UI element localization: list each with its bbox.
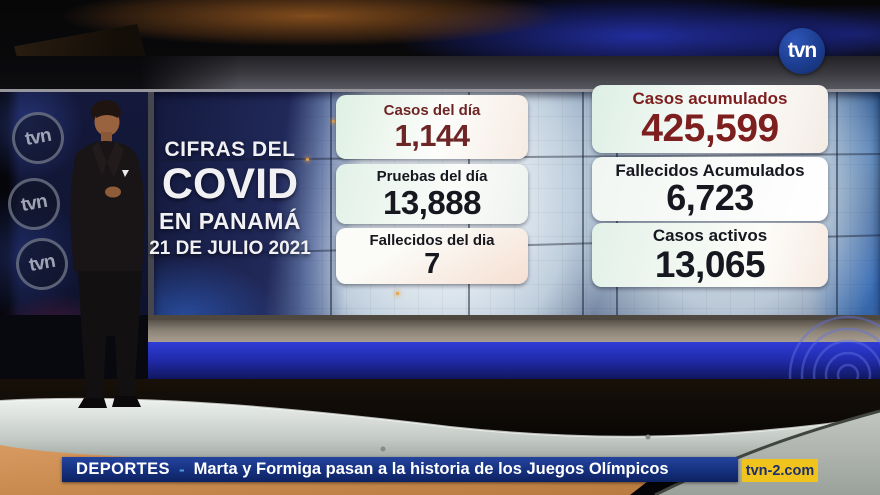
headline-date: 21 DE JULIO 2021 [149,238,311,259]
jacket-lapel [92,142,107,176]
stat-label: Pruebas del día [376,168,488,186]
screen-ledge [148,320,880,342]
watermark-label: tvn [19,190,49,217]
presenter-trousers [78,271,142,398]
stat-value: 13,888 [383,183,481,221]
panel-seam [330,92,332,318]
stat-value: 6,723 [666,177,754,219]
stat-value: 13,065 [654,243,766,285]
website-label: tvn-2.com [745,462,815,479]
screen-top-beam [0,56,880,92]
ticker-separator-icon: - [178,459,185,479]
led-strip [148,342,880,379]
desk-screw [380,446,386,452]
headline-line3: EN PANAMÁ [158,208,302,234]
stat-card-daily-deaths: Fallecidos del dia 7 [336,228,528,284]
watermark-label: tvn [23,124,53,151]
headline-line2: COVID [161,160,299,208]
stat-card-active-cases: Casos activos 13,065 [592,223,828,287]
stat-card-daily-tests: Pruebas del día 13,888 [336,164,528,224]
presenter-shoe [78,398,107,408]
stat-card-total-deaths: Fallecidos Acumulados 6,723 [592,157,828,221]
ledge-edge [148,315,880,320]
ticker-headline: Marta y Formiga pasan a la historia de l… [193,460,669,478]
headline-panel: CIFRAS DEL COVID EN PANAMÁ 21 DE JULIO 2… [146,139,314,258]
desk-band [0,398,880,467]
panel-seam [582,92,584,318]
stat-card-daily-cases: Casos del día 1,144 [336,95,528,159]
jacket-lapel [107,142,124,178]
stat-value: 1,144 [394,117,470,153]
presenter-neck [101,132,112,143]
presenter-hairline [94,106,120,118]
stat-value: 425,599 [641,106,779,150]
presenter [70,100,145,408]
presenter-hands [105,186,121,198]
pocket-square [122,170,129,177]
presenter-jacket [70,141,145,271]
desk-screw [645,434,651,440]
presenter-shoe [112,396,141,407]
watermark-label: tvn [27,250,57,277]
sparkle-dot [396,292,399,295]
tvn-logo-icon: tvn [779,28,825,74]
stat-label: Fallecidos del dia [369,232,495,250]
stat-label: Casos acumulados [632,89,788,109]
sparkle-dot [306,158,309,161]
stat-value: 7 [424,247,440,280]
stat-label: Casos del día [383,102,481,120]
sparkle-dot [332,120,335,123]
website-badge: tvn-2.com [742,459,818,482]
panel-seam [836,92,838,318]
tvn-logo-text: tvn [787,39,817,62]
news-ticker: DEPORTES - Marta y Formiga pasan a la hi… [62,457,738,482]
headline-line1: CIFRAS DEL [164,138,296,161]
stat-label: Casos activos [652,226,768,246]
stat-card-total-cases: Casos acumulados 425,599 [592,85,828,153]
ticker-category: DEPORTES [76,460,170,478]
stat-label: Fallecidos Acumulados [615,160,805,180]
